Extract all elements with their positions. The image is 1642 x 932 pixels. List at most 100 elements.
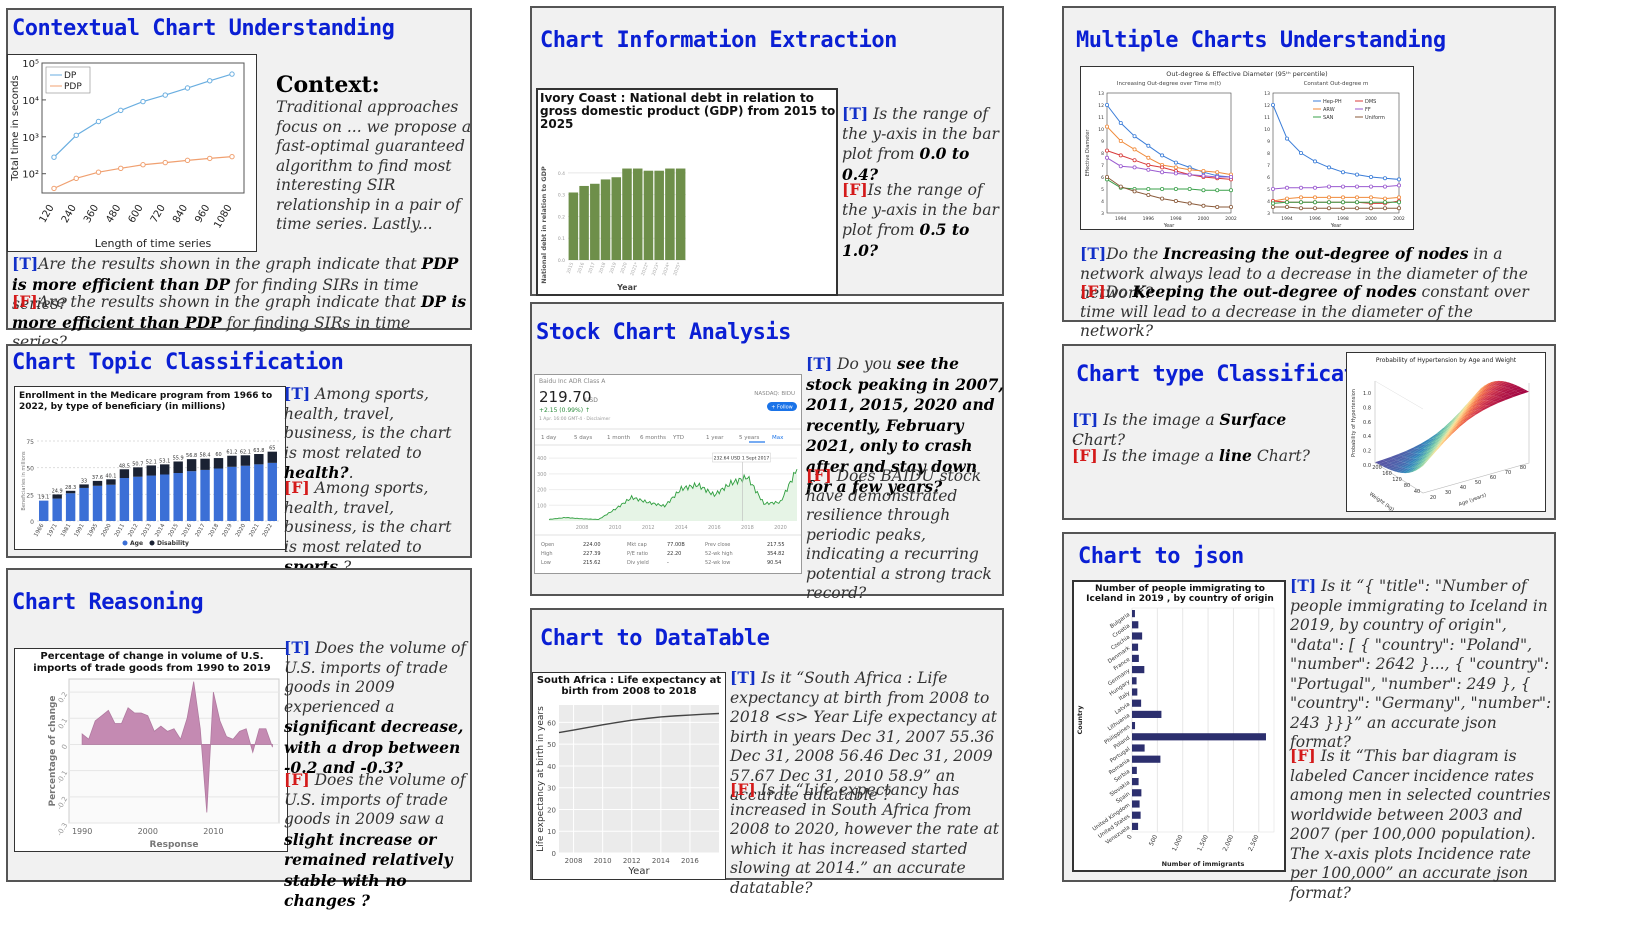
data-point (1326, 206, 1331, 211)
y-tick-label: 50 (547, 741, 556, 749)
surface-cell (1423, 442, 1435, 449)
data-point (95, 169, 102, 175)
question-false: [F]Is the range of the y-axis in the bar… (842, 180, 1004, 261)
data-point (229, 71, 235, 77)
bar (611, 177, 622, 260)
surface-cell (1492, 391, 1504, 397)
surface-cell (1423, 438, 1435, 445)
data-point (1228, 204, 1233, 209)
series-line (1106, 178, 1231, 191)
surface-cell (1424, 449, 1436, 460)
surface-cell (1472, 388, 1484, 400)
bar-value-label: 40.1 (105, 473, 116, 479)
bar (1132, 621, 1139, 629)
question-false: [F] Is the image a line Chart? (1072, 446, 1344, 467)
x-tick-label: 2021 (248, 523, 260, 538)
y-tick-label: 3 (1101, 211, 1104, 217)
y-tick-label: 0.4 (558, 171, 565, 177)
y-axis-label: Beneficiaries in millions (21, 451, 27, 511)
x-tick-label: 1998 (1337, 216, 1349, 222)
follow-label: + Follow (771, 405, 792, 411)
x-tick-label: 480 (104, 203, 123, 225)
age-tick-label: 80 (1520, 465, 1526, 471)
question-text: Is the range of the y-axis in the bar pl… (842, 105, 999, 163)
surface-cell (1474, 400, 1485, 407)
panel-title: Chart to DataTable (540, 626, 770, 651)
surface-cell (1437, 429, 1449, 441)
surface-cell (1425, 446, 1437, 457)
bar-disability (227, 455, 237, 467)
surface-cell (1395, 467, 1407, 473)
surface-cell (1407, 458, 1419, 464)
z-axis-label: Probability of Hypertension (1351, 389, 1357, 457)
data-point (1118, 184, 1123, 189)
x-tick-label: 2020 (619, 262, 629, 275)
area-series (81, 681, 273, 813)
data-point (1132, 147, 1137, 152)
true-tag: [T] (1072, 410, 1099, 429)
surface-cell (1445, 421, 1457, 433)
surface-cell (1518, 389, 1529, 395)
bar-value-label: 63.8 (253, 448, 264, 454)
surface-cell (1448, 418, 1460, 430)
series-line (1273, 206, 1399, 209)
bar-disability (92, 480, 103, 486)
question-text: Among sports, health, travel, business, … (284, 479, 452, 556)
surface-cell (1480, 382, 1492, 392)
surface-cell (1441, 427, 1452, 439)
question-text: Are the results shown in the graph indic… (37, 293, 421, 311)
z-tick-label: 0.6 (1363, 420, 1371, 426)
x-axis-label: Year (1330, 223, 1343, 229)
x-axis-label: Number of immigrants (1162, 860, 1245, 868)
data-point (1312, 200, 1317, 205)
surface-cell (1400, 457, 1412, 463)
x-tick-label: 2000 (1198, 216, 1210, 222)
data-point (1160, 165, 1165, 170)
x-tick-label: 720 (149, 203, 168, 225)
y-tick-label: 0.1 (558, 236, 565, 242)
true-tag: [T] (730, 668, 757, 687)
bar-age (227, 466, 237, 521)
surface-cell (1499, 393, 1511, 399)
separator-dot: . (1072, 428, 1077, 446)
panel-multiple: Multiple Charts Understanding Out-degree… (1062, 6, 1556, 340)
surface-cell (1447, 421, 1459, 433)
surface-cell (1489, 385, 1501, 391)
surface-cell (1389, 460, 1401, 465)
surface-cell (1461, 401, 1472, 414)
data-point (1298, 185, 1303, 190)
surface-cell (1428, 443, 1440, 455)
data-point (1284, 200, 1289, 205)
surface-cell (1410, 461, 1421, 469)
surface-cell (1386, 458, 1397, 464)
x-axis-label: Weight (kg) (1368, 491, 1395, 511)
surface-cell (1430, 435, 1442, 444)
x-tick-label: 2000 (138, 827, 158, 836)
data-point (162, 159, 168, 166)
bar-value-label: 52.1 (146, 459, 157, 465)
surface-cell (1484, 400, 1496, 406)
surface-cell (1412, 448, 1424, 454)
bar (1132, 800, 1140, 808)
imports-chart: Percentage of change in volume of U.S. i… (14, 648, 288, 852)
surface-cell (1433, 435, 1445, 446)
bar (654, 170, 664, 260)
bar (622, 168, 632, 260)
x-tick-label: 2002 (1225, 216, 1237, 222)
data-point (1173, 160, 1178, 165)
z-tick-label: 0.8 (1363, 405, 1371, 411)
data-point (1326, 200, 1331, 205)
surface-chart: Probability of Hypertension by Age and W… (1346, 352, 1546, 513)
y-tick-label: 9 (1267, 139, 1270, 145)
bar-age (240, 465, 251, 521)
x-tick-label: 1994 (1115, 216, 1127, 222)
surface-cell (1436, 432, 1448, 444)
data-point (1326, 165, 1331, 170)
surface-cell (1481, 395, 1493, 401)
range-tab: 1 month (607, 435, 631, 441)
question-text: Is the range of the y-axis in the bar pl… (842, 181, 999, 239)
data-point (1382, 176, 1387, 181)
false-tag: [F] (1290, 746, 1316, 765)
tooltip-label: 232.64 USD 1 Sept 2017 (714, 456, 770, 462)
panel-title: Chart Information Extraction (540, 28, 897, 53)
